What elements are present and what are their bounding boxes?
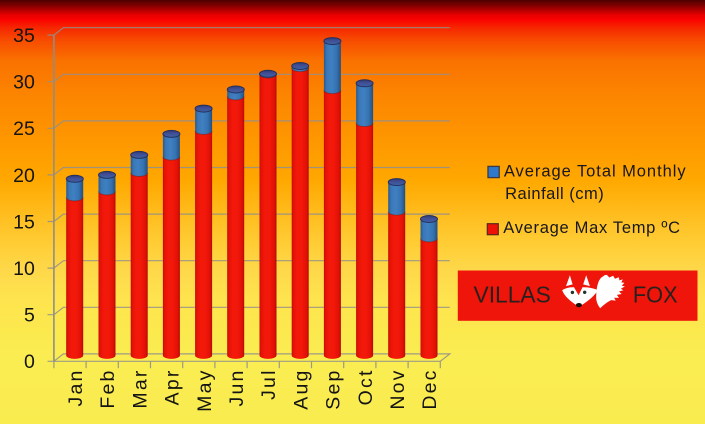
svg-text:Nov: Nov: [387, 368, 409, 409]
svg-text:May: May: [194, 368, 216, 411]
svg-text:Apr: Apr: [162, 368, 184, 405]
svg-text:VILLAS: VILLAS: [474, 282, 551, 308]
svg-text:5: 5: [24, 305, 35, 327]
svg-text:0: 0: [24, 351, 35, 373]
svg-text:30: 30: [13, 72, 35, 94]
svg-text:15: 15: [13, 211, 35, 233]
svg-text:Sep: Sep: [323, 368, 345, 409]
svg-text:Jul: Jul: [258, 368, 280, 400]
svg-text:Average Total Monthly: Average Total Monthly: [504, 163, 686, 181]
svg-text:FOX: FOX: [633, 282, 678, 308]
svg-text:Dec: Dec: [419, 368, 441, 409]
svg-text:Aug: Aug: [290, 368, 312, 409]
svg-text:35: 35: [13, 25, 35, 47]
svg-text:Feb: Feb: [97, 368, 119, 408]
svg-text:Average Max Temp ºC: Average Max Temp ºC: [503, 219, 680, 237]
svg-text:25: 25: [13, 118, 35, 140]
svg-text:20: 20: [13, 165, 35, 187]
svg-text:Jun: Jun: [226, 368, 248, 406]
svg-text:10: 10: [13, 258, 35, 280]
svg-text:Jan: Jan: [65, 368, 87, 406]
svg-text:Mar: Mar: [129, 368, 151, 408]
svg-text:Rainfall (cm): Rainfall (cm): [505, 185, 604, 203]
svg-text:Oct: Oct: [355, 368, 377, 405]
